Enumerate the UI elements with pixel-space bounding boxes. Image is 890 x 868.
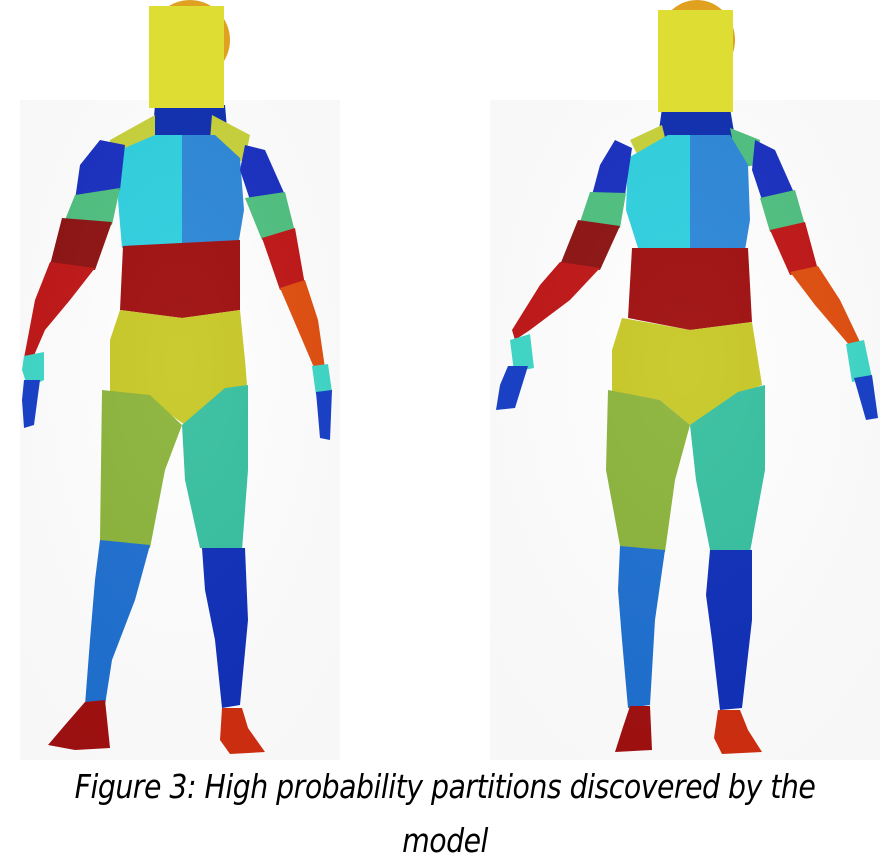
figure-right (490, 0, 880, 760)
figure-caption: Figure 3: High probability partitions di… (74, 767, 816, 860)
figure-image (20, 0, 880, 760)
left-face-box (149, 6, 224, 108)
figure-left (20, 0, 340, 760)
right-face-box (658, 10, 733, 112)
